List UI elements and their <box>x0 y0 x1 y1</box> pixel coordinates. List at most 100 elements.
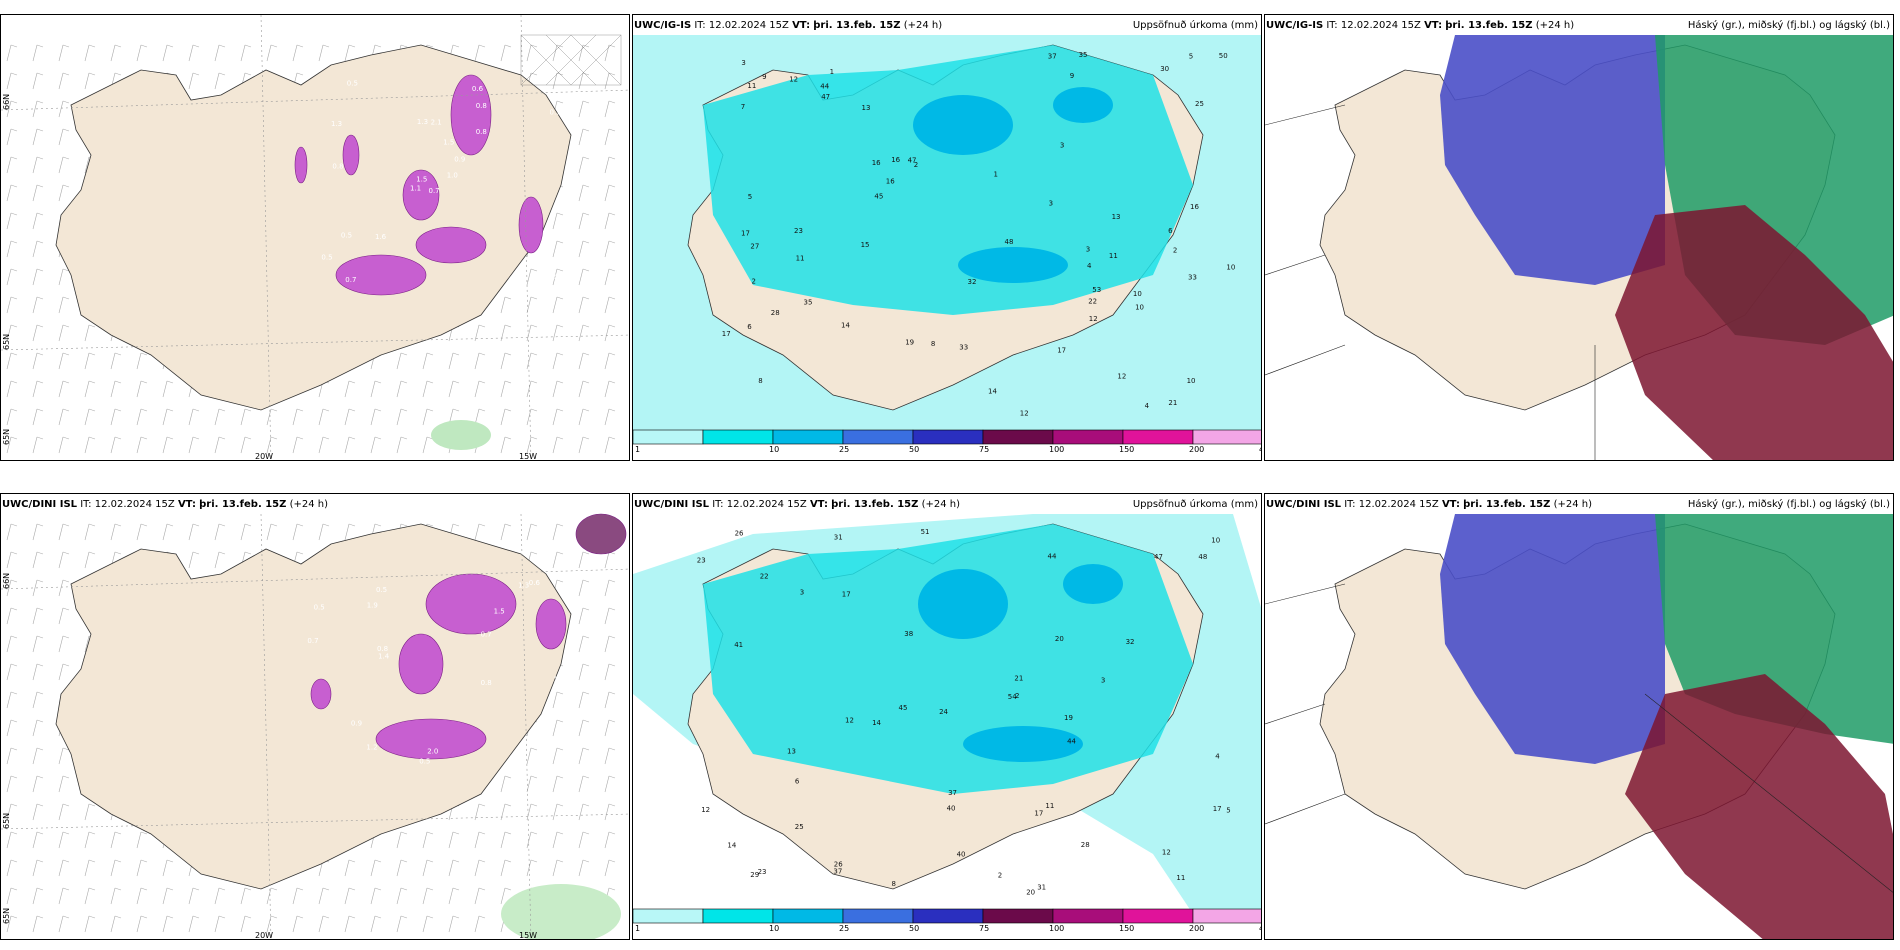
value-label: 10 <box>1211 537 1220 545</box>
value-labels: 4281212691612717111019163248473550304533… <box>722 51 1236 418</box>
wind-barb <box>266 408 278 426</box>
wind-barb <box>6 523 18 541</box>
value-label: 1.3 <box>561 679 572 687</box>
wind-barb <box>32 324 44 342</box>
value-label: 0.5 <box>341 231 352 239</box>
wind-barb <box>6 380 18 398</box>
lat-label: 66N <box>2 94 11 110</box>
colorbar-tick: 25 <box>839 924 849 933</box>
wind-barb <box>240 915 252 933</box>
precip-shading <box>703 524 1193 794</box>
colorbar-tick: 1 <box>635 924 640 933</box>
wind-barb <box>500 380 512 398</box>
wind-barb <box>6 408 18 426</box>
wind-barb <box>84 551 96 569</box>
wind-barb <box>188 436 200 454</box>
wind-barb <box>240 436 252 454</box>
value-label: 1.3 <box>417 118 428 126</box>
value-label: 1.5 <box>443 138 454 146</box>
value-label: 2 <box>1173 247 1177 255</box>
wind-barb <box>162 523 174 541</box>
wind-barb <box>214 915 226 933</box>
wind-barb <box>32 352 44 370</box>
wind-barb <box>6 44 18 62</box>
wind-barb <box>344 887 356 905</box>
iceland-landmass <box>55 44 572 411</box>
colorbar-tick: 400 <box>1259 924 1262 933</box>
value-label: 31 <box>1037 884 1046 892</box>
model-name: UWC/DINI ISL <box>1266 499 1342 510</box>
wind-barb <box>552 747 564 765</box>
wind-barb <box>578 352 590 370</box>
wind-barb <box>6 100 18 118</box>
colorbar-swatch <box>1192 908 1261 924</box>
lat-label: 65N <box>2 813 11 829</box>
value-label: 47 <box>1154 553 1163 561</box>
colorbar-tick: 150 <box>1119 445 1134 454</box>
wind-barb <box>474 44 486 62</box>
wind-barb <box>58 296 70 314</box>
wind-barb <box>58 184 70 202</box>
value-label: 3 <box>741 59 745 67</box>
wind-barb <box>318 44 330 62</box>
value-label: 23 <box>697 557 706 565</box>
colorbar-tick: 25 <box>839 445 849 454</box>
wind-barb <box>526 775 538 793</box>
wind-barb <box>604 663 616 681</box>
wind-barb <box>58 128 70 146</box>
value-label: 25 <box>795 823 804 831</box>
value-label: 0.7 <box>550 109 561 117</box>
value-label: 11 <box>1045 802 1054 810</box>
wind-barb <box>318 523 330 541</box>
value-label: 1.3 <box>518 581 529 589</box>
value-label: 50 <box>1219 52 1228 60</box>
value-label: 13 <box>862 104 871 112</box>
wind-barb <box>578 635 590 653</box>
vt-label: VT: <box>1441 499 1460 510</box>
lon-label: 15W <box>519 931 537 940</box>
colorbar-tick: 50 <box>909 445 919 454</box>
colorbar-tick: 10 <box>769 924 779 933</box>
wind-barb <box>578 551 590 569</box>
wind-barb <box>136 831 148 849</box>
rain-area <box>501 884 621 939</box>
wind-barb <box>552 523 564 541</box>
wind-barb <box>396 915 408 933</box>
value-label: 53 <box>1092 286 1101 294</box>
wind-barb <box>58 44 70 62</box>
colorbar-tick: 75 <box>979 924 989 933</box>
wind-barb <box>396 859 408 877</box>
colorbar-swatch <box>982 429 1054 445</box>
init-time: 12.02.2024 15Z <box>1358 499 1439 510</box>
colorbar-swatch <box>912 908 984 924</box>
wind-barb <box>604 691 616 709</box>
value-label: 6 <box>1168 227 1173 235</box>
wind-barb <box>370 887 382 905</box>
wind-barb <box>474 915 486 933</box>
value-label: 37 <box>1048 53 1057 61</box>
value-label: 2 <box>914 161 918 169</box>
value-label: 4 <box>1145 402 1150 410</box>
wind-barb <box>136 523 148 541</box>
wind-barb <box>266 915 278 933</box>
valid-time: þri. 13.feb. 15Z <box>1445 20 1533 31</box>
panel-header: UWC/IG-IS IT: 12.02.2024 15Z VT: þri. 13… <box>1265 17 1893 35</box>
wind-barb <box>604 635 616 653</box>
wind-barb <box>240 44 252 62</box>
wind-barb <box>344 859 356 877</box>
value-label: 40 <box>947 804 956 812</box>
lead-time: (+24 h) <box>903 20 943 31</box>
field-title: Uppsöfnuð úrkoma (mm) <box>1132 499 1258 510</box>
wind-barb <box>84 887 96 905</box>
it-label: IT: <box>694 20 706 31</box>
colorbar-swatch <box>1122 429 1194 445</box>
wind-barb <box>578 324 590 342</box>
wind-barb <box>32 831 44 849</box>
wind-barb <box>6 887 18 905</box>
wind-barb <box>110 887 122 905</box>
crosshatch-area <box>520 34 622 86</box>
wind-barb <box>578 747 590 765</box>
it-label: IT: <box>80 499 92 510</box>
value-label: 51 <box>921 528 930 536</box>
wind-barb <box>6 859 18 877</box>
